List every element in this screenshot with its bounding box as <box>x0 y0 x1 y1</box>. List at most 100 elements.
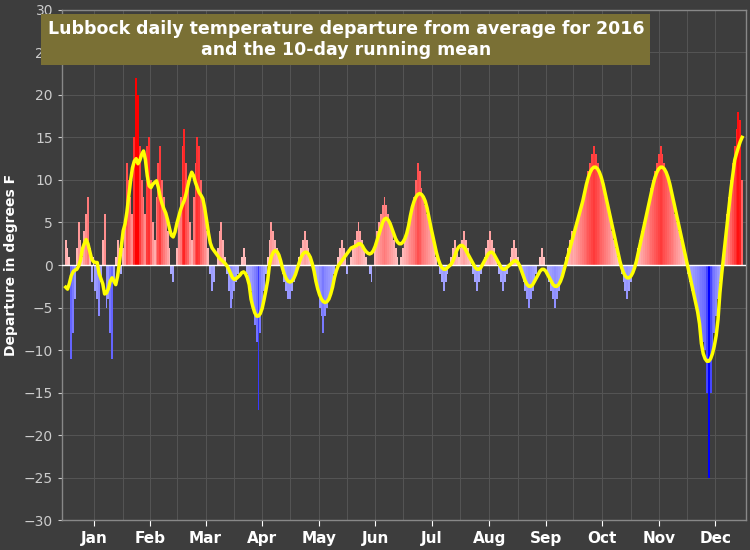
Bar <box>350 256 352 265</box>
Bar <box>641 231 643 265</box>
Bar <box>660 146 662 265</box>
Bar <box>315 265 316 282</box>
Bar <box>723 248 724 265</box>
Bar <box>590 163 591 265</box>
Bar <box>394 248 397 265</box>
Bar <box>621 265 622 273</box>
Bar <box>256 265 257 342</box>
Bar <box>241 256 243 265</box>
Bar <box>552 265 554 299</box>
Bar <box>441 265 442 282</box>
Bar <box>217 248 218 265</box>
Bar <box>608 214 610 265</box>
Text: Lubbock daily temperature departure from average for 2016
and the 10-day running: Lubbock daily temperature departure from… <box>47 20 644 59</box>
Bar <box>82 256 83 265</box>
Bar <box>417 163 419 265</box>
Bar <box>432 239 433 265</box>
Bar <box>584 189 586 265</box>
Bar <box>606 206 608 265</box>
Bar <box>625 265 626 290</box>
Bar <box>452 248 454 265</box>
Bar <box>410 214 411 265</box>
Bar <box>213 265 215 282</box>
Bar <box>676 223 678 265</box>
Bar <box>560 265 562 282</box>
Bar <box>532 265 534 290</box>
Bar <box>741 180 743 265</box>
Bar <box>64 239 67 265</box>
Bar <box>684 256 686 265</box>
Bar <box>72 265 74 333</box>
Bar <box>716 265 717 316</box>
Bar <box>513 239 515 265</box>
Bar <box>445 265 446 282</box>
Bar <box>370 265 373 282</box>
Bar <box>645 214 646 265</box>
Bar <box>170 265 172 273</box>
Bar <box>469 256 471 265</box>
Bar <box>489 231 491 265</box>
Bar <box>430 231 432 265</box>
Bar <box>284 265 285 282</box>
Bar <box>389 223 391 265</box>
Bar <box>268 239 271 265</box>
Bar <box>662 155 663 265</box>
Bar <box>717 265 719 299</box>
Bar <box>117 239 118 265</box>
Bar <box>334 265 335 273</box>
Bar <box>485 248 488 265</box>
Bar <box>137 95 139 265</box>
Bar <box>338 256 339 265</box>
Bar <box>491 239 493 265</box>
Bar <box>632 265 634 273</box>
Bar <box>172 265 174 282</box>
Bar <box>202 197 204 265</box>
Bar <box>107 265 109 299</box>
Bar <box>442 265 445 290</box>
Bar <box>630 265 632 282</box>
Bar <box>484 256 485 265</box>
Bar <box>96 265 98 299</box>
Bar <box>106 265 107 307</box>
Bar <box>122 248 124 265</box>
Bar <box>530 265 532 299</box>
Bar <box>70 265 72 359</box>
Bar <box>206 231 208 265</box>
Bar <box>226 265 228 273</box>
Bar <box>248 265 250 282</box>
Bar <box>159 146 161 265</box>
Bar <box>233 265 236 290</box>
Bar <box>196 138 198 265</box>
Bar <box>304 231 306 265</box>
Bar <box>278 256 280 265</box>
Bar <box>365 256 367 265</box>
Bar <box>358 223 359 265</box>
Bar <box>150 180 152 265</box>
Bar <box>376 231 378 265</box>
Bar <box>285 265 287 290</box>
Bar <box>289 265 291 299</box>
Bar <box>344 256 346 265</box>
Bar <box>343 248 344 265</box>
Bar <box>460 248 461 265</box>
Bar <box>155 197 158 265</box>
Bar <box>359 231 362 265</box>
Bar <box>500 265 502 282</box>
Bar <box>670 197 673 265</box>
Bar <box>688 265 689 273</box>
Bar <box>509 256 512 265</box>
Bar <box>593 146 595 265</box>
Bar <box>110 265 111 333</box>
Bar <box>374 248 376 265</box>
Bar <box>669 189 670 265</box>
Bar <box>391 231 393 265</box>
Bar <box>740 120 741 265</box>
Bar <box>121 265 122 273</box>
Bar <box>244 256 247 265</box>
Bar <box>139 146 141 265</box>
Bar <box>440 265 441 273</box>
Bar <box>407 223 410 265</box>
Bar <box>726 214 728 265</box>
Bar <box>208 248 209 265</box>
Bar <box>702 265 704 342</box>
